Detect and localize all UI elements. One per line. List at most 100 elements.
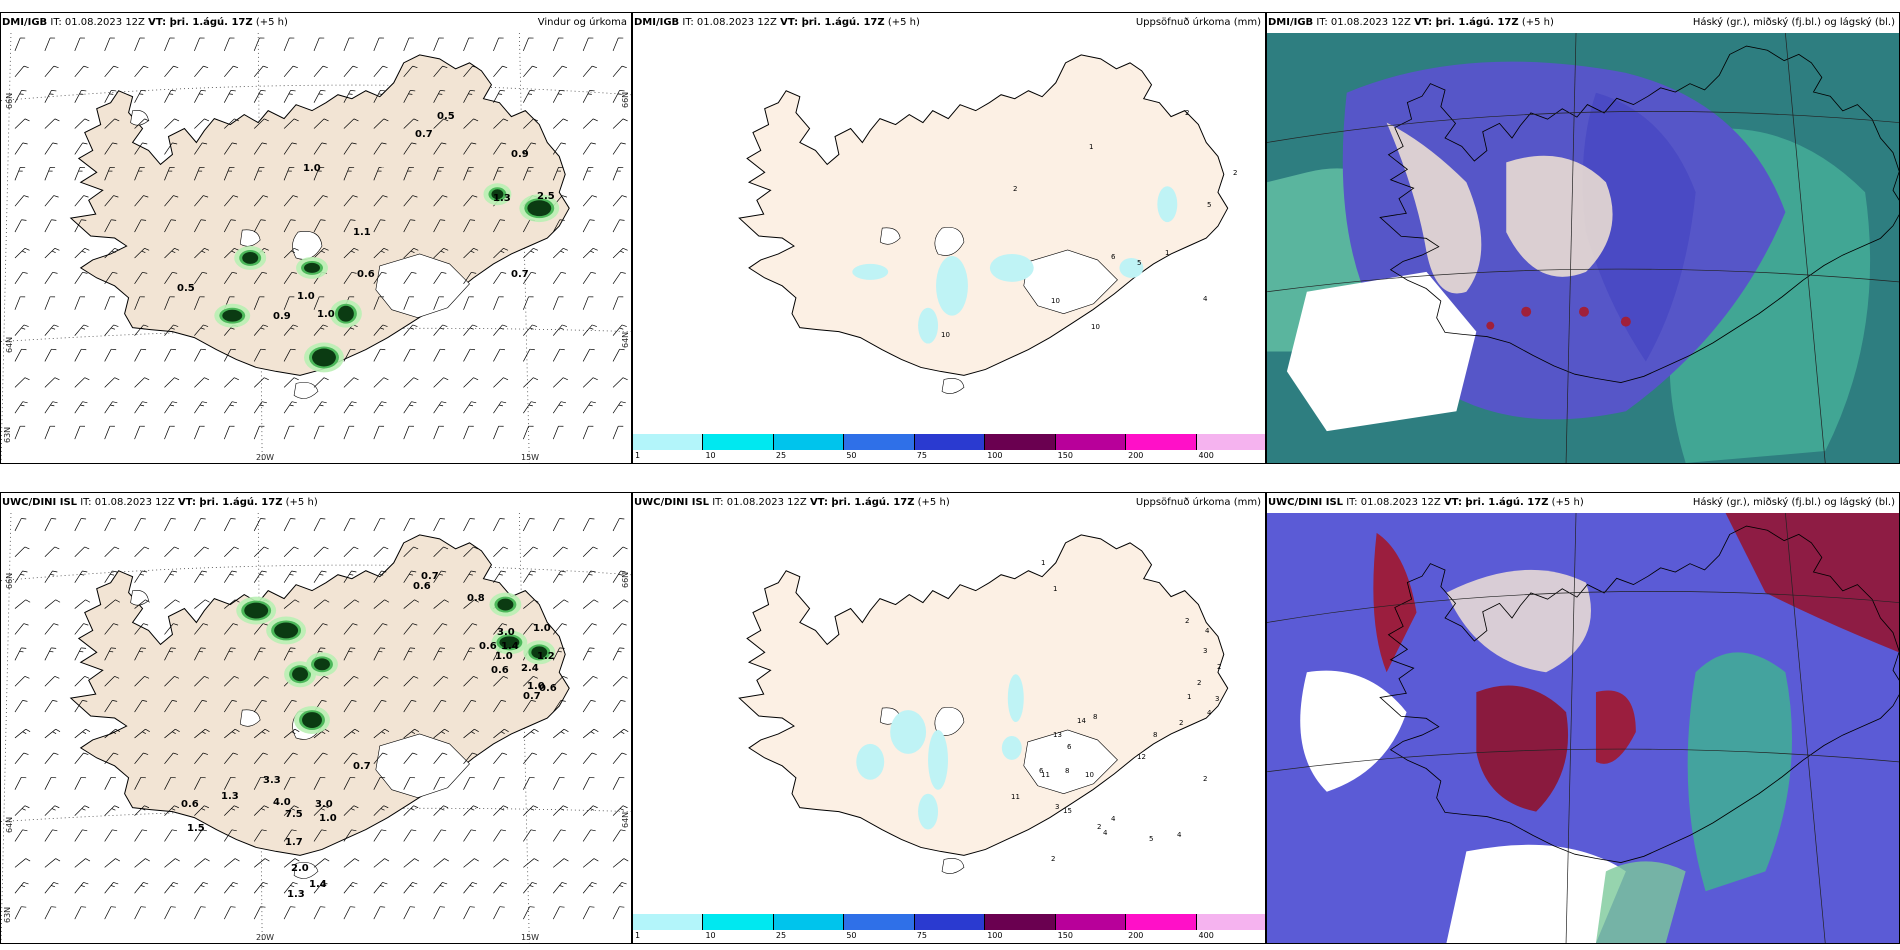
precip-value-label: 0.7 — [415, 129, 433, 140]
lon-label: 20W — [256, 933, 275, 942]
colorbar-segment — [985, 914, 1056, 930]
init-time: IT: 01.08.2023 12Z — [1316, 17, 1411, 28]
precip-value-label: 0.5 — [437, 111, 455, 122]
valid-time: VT: þri. 1.ágú. 17Z — [148, 17, 253, 28]
accum-value-label: 2 — [1179, 719, 1184, 727]
model-source: DMI/IGB — [2, 17, 48, 28]
panel-precip-uwc: UWC/DINI ISL IT: 01.08.2023 12Z VT: þri.… — [632, 492, 1266, 944]
precip-map — [633, 513, 1265, 943]
accum-value-label: 3 — [1215, 695, 1220, 703]
accum-value-label: 6 — [1067, 743, 1072, 751]
colorbar-tick: 25 — [775, 931, 787, 940]
colorbar-segment — [1126, 914, 1197, 930]
lat-label: 64N — [5, 816, 14, 833]
panel-title: Uppsöfnuð úrkoma (mm) — [1135, 17, 1261, 28]
colorbar-segment — [703, 914, 774, 930]
accum-value-label: 4 — [1207, 709, 1212, 717]
cloud-map — [1267, 33, 1899, 463]
accum-value-label: 11 — [1011, 793, 1020, 801]
colorbar-tick: 1 — [635, 451, 641, 460]
forecast-offset: (+5 h) — [887, 17, 920, 28]
colorbar-segment — [773, 434, 845, 450]
precip-value-label: 0.9 — [511, 149, 529, 160]
colorbar-tick: 1 — [635, 931, 641, 940]
precip-map — [633, 33, 1265, 463]
lat-label: 66N — [621, 571, 630, 588]
precip-value-label: 1.2 — [537, 651, 555, 662]
valid-time: VT: þri. 1.ágú. 17Z — [1443, 497, 1549, 508]
accum-value-label: 13 — [1053, 731, 1062, 739]
accum-value-label: 4 — [1103, 829, 1108, 837]
accum-value-label: 15 — [1063, 807, 1072, 815]
valid-time: VT: þri. 1.ágú. 17Z — [809, 497, 915, 508]
panel-header: DMI/IGB IT: 01.08.2023 12Z VT: þri. 1.ág… — [1267, 13, 1899, 33]
colorbar-ticks: 1 10 25 50 75 100 150 200 400 — [633, 451, 1265, 461]
colorbar-segment — [844, 914, 915, 930]
valid-time: VT: þri. 1.ágú. 17Z — [1414, 17, 1519, 28]
panel-title: Háský (gr.), miðský (fj.bl.) og lágský (… — [1692, 17, 1895, 28]
colorbar-segment — [773, 914, 845, 930]
lat-label: 66N — [621, 91, 630, 108]
accum-value-label: 3 — [1055, 803, 1060, 811]
panel-clouds-uwc: UWC/DINI ISL IT: 01.08.2023 12Z VT: þri.… — [1266, 492, 1900, 944]
accum-value-label: 2 — [1197, 679, 1202, 687]
precip-value-label: 2.0 — [291, 863, 309, 874]
precip-value-label: 1.3 — [221, 791, 239, 802]
precip-value-label: 1.1 — [353, 227, 371, 238]
lat-label: 63N — [3, 426, 12, 443]
precip-value-label: 0.6 — [181, 799, 199, 810]
precip-value-label: 1.0 — [317, 309, 335, 320]
precip-value-label: 3.0 — [497, 627, 515, 638]
precip-value-label: 1.0 — [303, 163, 321, 174]
cloud-map — [1267, 513, 1899, 943]
accum-value-label: 3 — [1203, 647, 1208, 655]
colorbar-tick: 400 — [1198, 451, 1214, 460]
lon-label: 15W — [521, 933, 540, 942]
precip-colorbar — [633, 914, 1265, 930]
precip-value-label: 1.0 — [319, 813, 337, 824]
accum-value-label: 1 — [1041, 559, 1046, 567]
panel-header: UWC/DINI ISL IT: 01.08.2023 12Z VT: þri.… — [1267, 493, 1899, 513]
colorbar-tick: 150 — [1057, 931, 1073, 940]
colorbar-segment — [1126, 434, 1197, 450]
accum-value-label: 1 — [1053, 585, 1058, 593]
colorbar-tick: 75 — [916, 931, 927, 940]
precip-value-label: 2.5 — [537, 191, 555, 202]
precip-value-label: 0.7 — [421, 571, 439, 582]
forecast-offset: (+5 h) — [1551, 497, 1584, 508]
precip-value-label: 0.6 — [491, 665, 509, 676]
precip-value-label: 0.5 — [177, 283, 195, 294]
accum-value-label: 1 — [1165, 249, 1170, 257]
precip-value-label: 0.6 — [413, 581, 431, 592]
panel-wind-dmi: DMI/IGB IT: 01.08.2023 12Z VT: þri. 1.ág… — [0, 12, 632, 464]
lon-label: 20W — [256, 453, 275, 462]
precip-value-label: 0.9 — [273, 311, 291, 322]
precip-value-label: 1.4 — [309, 879, 327, 890]
accum-value-label: 10 — [941, 331, 950, 339]
accum-value-label: 5 — [1207, 201, 1212, 209]
init-time: IT: 01.08.2023 12Z — [682, 17, 777, 28]
precip-value-label: 1.0 — [297, 291, 315, 302]
colorbar-segment — [703, 434, 774, 450]
colorbar-segment — [633, 434, 704, 450]
accum-value-label: 8 — [1153, 731, 1158, 739]
precip-value-label: 1.0 — [495, 651, 513, 662]
lat-label: 64N — [621, 811, 630, 828]
precip-value-label: 0.6 — [479, 641, 497, 652]
accum-value-label: 4 — [1203, 295, 1208, 303]
colorbar-segment — [633, 914, 704, 930]
precip-value-label: 1.7 — [285, 837, 303, 848]
accum-value-label: 2 — [1013, 185, 1018, 193]
colorbar-tick: 400 — [1198, 931, 1214, 940]
init-time: IT: 01.08.2023 12Z — [50, 17, 145, 28]
colorbar-tick: 75 — [916, 451, 927, 460]
precip-value-label: 2.4 — [521, 663, 539, 674]
accum-value-label: 10 — [1085, 771, 1094, 779]
accum-value-label: 14 — [1077, 717, 1086, 725]
wind-map — [1, 33, 631, 463]
panel-clouds-dmi: DMI/IGB IT: 01.08.2023 12Z VT: þri. 1.ág… — [1266, 12, 1900, 464]
lat-label: 66N — [5, 92, 14, 109]
precip-value-label: 0.6 — [357, 269, 375, 280]
init-time: IT: 01.08.2023 12Z — [80, 497, 175, 508]
precip-value-label: 3.3 — [263, 775, 281, 786]
